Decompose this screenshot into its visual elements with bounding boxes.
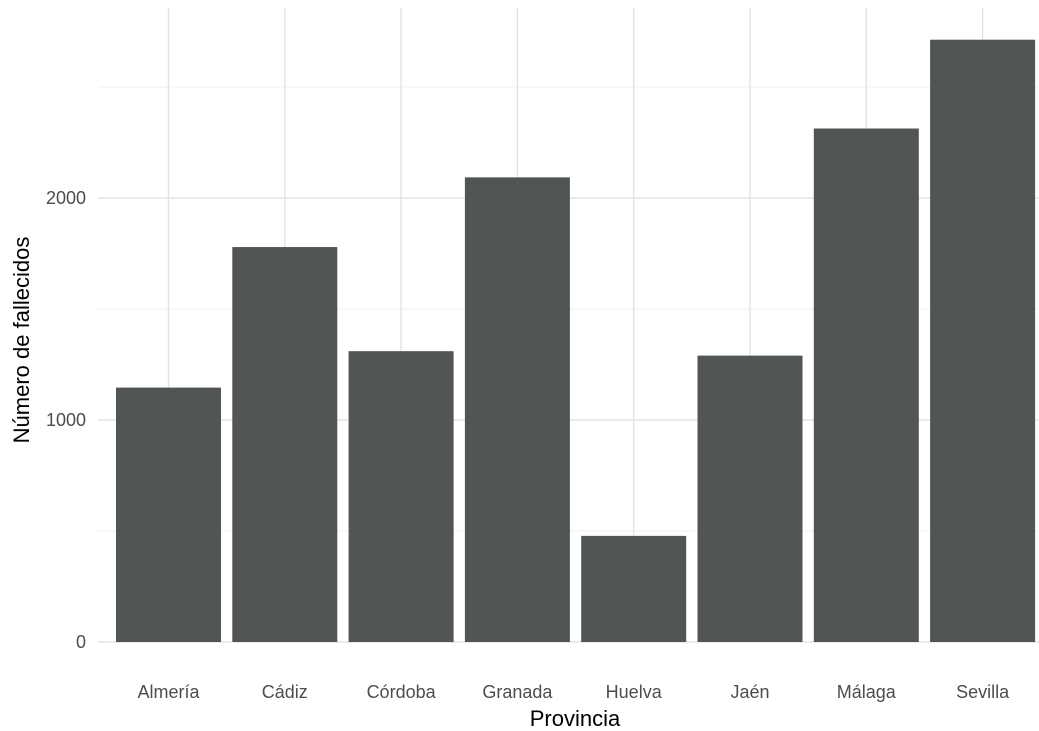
x-tick-label: Huelva (606, 682, 663, 702)
bar (813, 128, 919, 642)
bar (930, 39, 1036, 643)
x-tick-label: Jaén (730, 682, 769, 702)
bar (232, 247, 338, 642)
y-tick-label: 0 (76, 632, 86, 652)
bar (116, 387, 221, 642)
bars (116, 39, 1036, 643)
y-axis-ticks: 0 1000 2000 (46, 188, 86, 652)
x-tick-label: Sevilla (956, 682, 1010, 702)
y-axis-title: Número de fallecidos (9, 237, 34, 444)
y-tick-label: 2000 (46, 188, 86, 208)
x-tick-label: Granada (482, 682, 553, 702)
bar (348, 351, 454, 642)
bar (464, 177, 570, 642)
x-tick-label: Córdoba (367, 682, 437, 702)
x-tick-label: Almería (137, 682, 200, 702)
x-tick-label: Málaga (837, 682, 897, 702)
x-axis-ticks: Almería Cádiz Córdoba Granada Huelva Jaén Mála… (137, 682, 1010, 702)
bar (581, 535, 687, 642)
bar (697, 355, 803, 642)
x-tick-label: Cádiz (262, 682, 308, 702)
y-tick-label: 1000 (46, 410, 86, 430)
x-axis-title: Provincia (530, 706, 621, 731)
